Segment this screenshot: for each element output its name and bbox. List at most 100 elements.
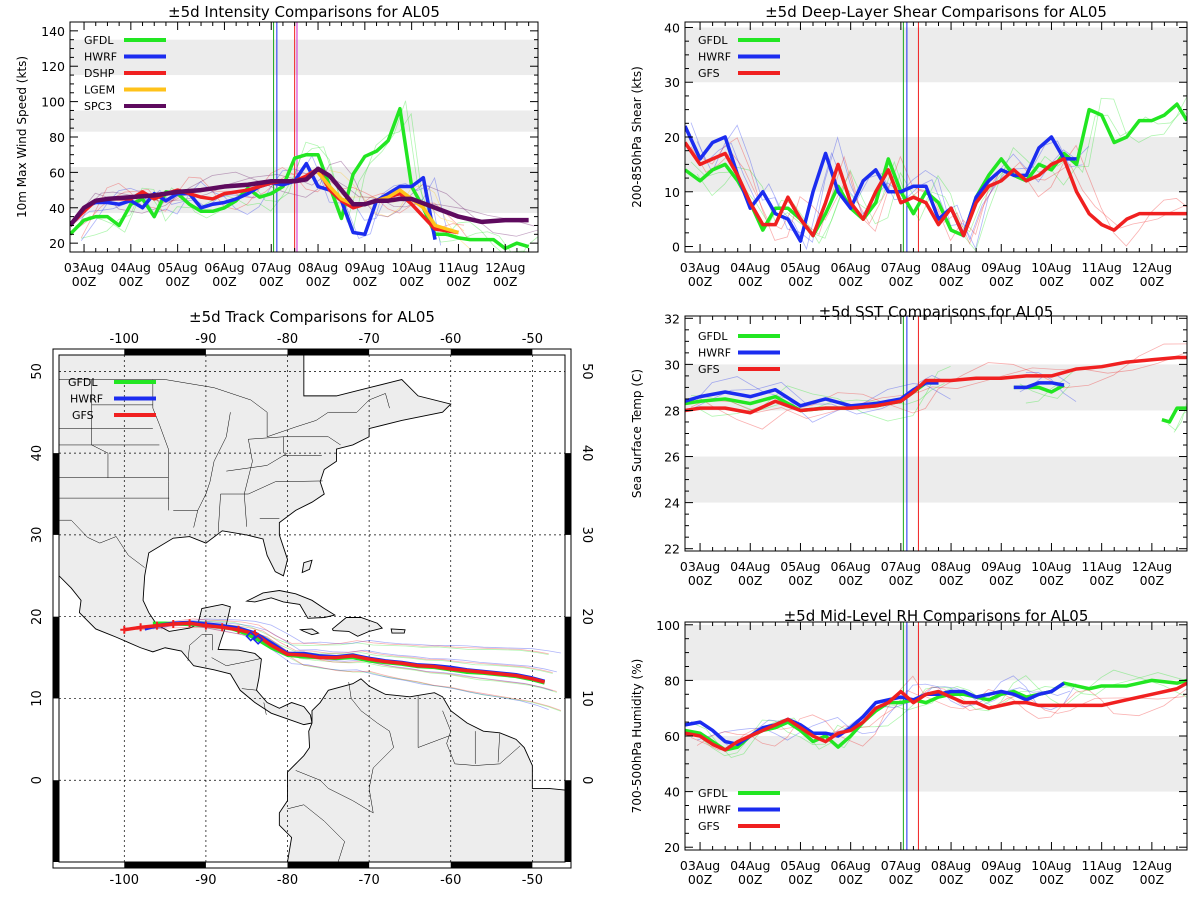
track-position-marker — [201, 621, 210, 630]
x-tick-label-date: 11Aug — [1081, 559, 1121, 574]
lat-label-left: 40 — [30, 445, 45, 462]
x-tick-label-date: 09Aug — [981, 559, 1021, 574]
political-border — [152, 379, 169, 511]
initial-position-marker — [245, 630, 257, 642]
puerto-rico-land — [390, 628, 406, 634]
track-position-marker — [169, 620, 178, 629]
legend-label: GFDL — [698, 34, 728, 47]
lon-label-top: -70 — [359, 332, 380, 347]
lat-label-left: 10 — [30, 690, 45, 707]
political-border — [59, 379, 390, 438]
lon-label-bottom: -70 — [359, 873, 380, 888]
x-tick-label-date: 04Aug — [111, 260, 151, 275]
x-tick-label-date: 10Aug — [1031, 559, 1071, 574]
x-tick-label-hour: 00Z — [989, 573, 1013, 588]
lat-label-right: 30 — [579, 527, 594, 544]
series-line-spc3 — [70, 166, 529, 227]
frame-segment — [565, 453, 571, 535]
x-tick-label-hour: 00Z — [1089, 872, 1113, 887]
y-tick-label: 32 — [664, 311, 680, 326]
lon-label-top: -60 — [440, 332, 461, 347]
faint-track-line — [148, 625, 549, 710]
series-line-gfdl — [70, 106, 530, 251]
lat-label-left: 0 — [30, 776, 45, 784]
track-position-marker — [120, 625, 129, 634]
political-border — [283, 436, 341, 454]
political-border — [211, 657, 262, 667]
y-axis-label: 10m Max Wind Speed (kts) — [15, 56, 29, 218]
x-tick-label-date: 08Aug — [931, 858, 971, 873]
faint-guidance-line — [690, 351, 1187, 419]
x-tick-label-date: 06Aug — [204, 260, 244, 275]
lon-label-top: -80 — [277, 332, 298, 347]
political-border — [263, 702, 267, 715]
initial-position-marker — [252, 634, 264, 645]
x-tick-label-date: 09Aug — [981, 858, 1021, 873]
lon-label-top: -90 — [195, 332, 216, 347]
hispaniola-land — [331, 617, 384, 637]
y-tick-label: 30 — [664, 357, 680, 372]
x-tick-label-hour: 00Z — [353, 274, 377, 289]
faint-track-line — [156, 620, 549, 656]
x-tick-label-date: 03Aug — [64, 260, 104, 275]
x-tick-label-date: 07Aug — [881, 260, 921, 275]
legend-label: HWRF — [698, 347, 731, 360]
lon-label-top: -100 — [110, 332, 140, 347]
plot-area — [685, 622, 1187, 850]
political-border — [217, 480, 323, 533]
series-line-gfs — [685, 355, 1187, 415]
political-border — [244, 436, 284, 527]
faint-guidance-line — [696, 675, 1187, 747]
lon-label-bottom: -90 — [195, 873, 216, 888]
x-tick-label-date: 06Aug — [830, 260, 870, 275]
x-tick-label-hour: 00Z — [72, 274, 96, 289]
faint-track-line — [140, 626, 562, 711]
y-tick-label: 100 — [41, 95, 65, 110]
series-line-hwrf — [1013, 381, 1065, 390]
x-tick-label-date: 07Aug — [881, 559, 921, 574]
faint-guidance-line — [1025, 372, 1077, 402]
y-tick-label: 10 — [664, 185, 680, 200]
x-tick-label-date: 08Aug — [931, 559, 971, 574]
shaded-band — [685, 736, 1187, 792]
legend-label: GFS — [698, 363, 720, 376]
faint-track-line — [128, 618, 549, 655]
political-border — [241, 688, 258, 691]
track-position-marker — [234, 625, 243, 634]
x-tick-label-date: 08Aug — [931, 260, 971, 275]
x-tick-label-hour: 00Z — [939, 274, 963, 289]
chart-title: ±5d SST Comparisons for AL05 — [819, 303, 1054, 321]
frame-segment — [287, 862, 370, 868]
frame-segment — [450, 862, 533, 868]
x-tick-label-date: 11Aug — [1081, 858, 1121, 873]
political-border — [187, 634, 213, 661]
x-tick-label-hour: 00Z — [306, 274, 330, 289]
x-tick-label-date: 12Aug — [485, 260, 525, 275]
x-tick-label-hour: 00Z — [889, 274, 913, 289]
rh-chart: 2040608010003Aug00Z04Aug00Z05Aug00Z06Aug… — [630, 607, 1188, 887]
y-tick-label: 20 — [664, 840, 680, 855]
x-tick-label-hour: 00Z — [939, 573, 963, 588]
chart-title: ±5d Deep-Layer Shear Comparisons for AL0… — [765, 3, 1107, 21]
y-tick-label: 24 — [664, 496, 680, 511]
faint-guidance-line — [1167, 410, 1187, 431]
map-area — [59, 355, 565, 862]
plot-area — [685, 22, 1187, 252]
faint-guidance-line — [696, 137, 1187, 247]
frame-segment — [565, 780, 571, 862]
x-tick-label-date: 12Aug — [1132, 260, 1172, 275]
track-position-marker — [136, 623, 145, 632]
lat-label-right: 10 — [579, 690, 594, 707]
legend-label: GFDL — [84, 34, 114, 47]
frame-segment — [450, 349, 533, 355]
y-tick-label: 80 — [49, 130, 65, 145]
legend-label: GFDL — [68, 376, 98, 389]
y-tick-label: 20 — [49, 236, 65, 251]
y-tick-label: 20 — [664, 130, 680, 145]
y-tick-label: 80 — [664, 673, 680, 688]
x-tick-label-hour: 00Z — [838, 274, 862, 289]
x-tick-label-hour: 00Z — [688, 872, 712, 887]
frame-segment — [124, 349, 206, 355]
chart-title: ±5d Intensity Comparisons for AL05 — [168, 3, 440, 21]
lat-label-right: 0 — [579, 776, 594, 784]
